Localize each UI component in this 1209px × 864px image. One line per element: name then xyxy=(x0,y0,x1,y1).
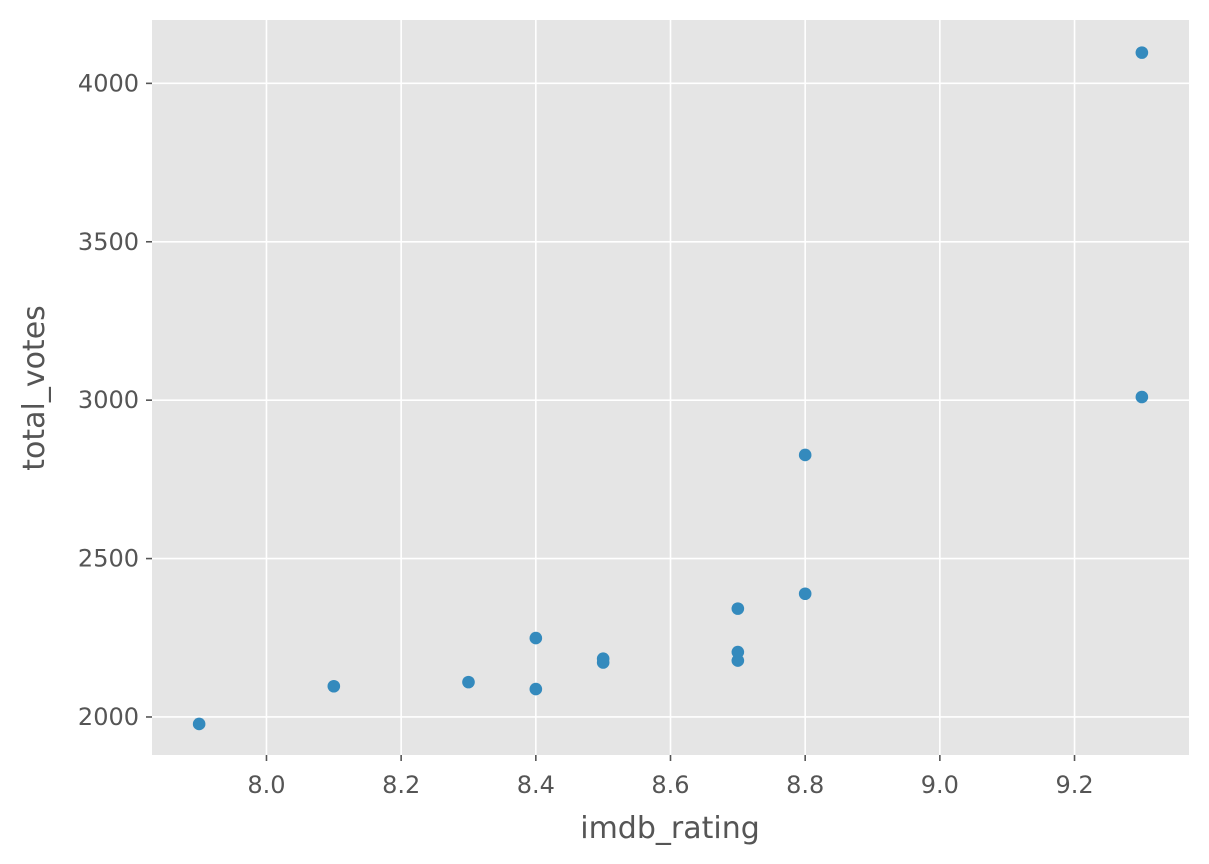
x-tick-label: 8.0 xyxy=(247,771,285,799)
data-point xyxy=(529,631,543,645)
data-point xyxy=(327,679,341,693)
y-tick-label: 2500 xyxy=(78,545,139,573)
data-point xyxy=(1135,46,1149,59)
y-axis-label: total_votes xyxy=(17,305,52,471)
x-tick-label: 9.0 xyxy=(921,771,959,799)
y-tick-label: 3000 xyxy=(78,386,139,414)
data-point xyxy=(798,448,812,462)
data-point xyxy=(798,587,812,601)
y-axis-ticks: 2000 2500 3000 3500 4000 xyxy=(78,69,152,731)
x-axis-label: imdb_rating xyxy=(580,811,760,846)
y-tick-label: 2000 xyxy=(78,703,139,731)
data-point xyxy=(731,602,745,615)
x-axis-ticks: 8.0 8.2 8.4 8.6 8.8 9.0 9.2 xyxy=(247,755,1094,799)
data-point xyxy=(529,682,543,696)
data-point xyxy=(596,652,610,665)
data-point xyxy=(192,717,206,731)
data-point xyxy=(731,645,745,659)
x-tick-label: 8.4 xyxy=(517,771,555,799)
data-point xyxy=(1135,390,1149,404)
x-tick-label: 8.6 xyxy=(651,771,689,799)
grid-lines xyxy=(152,20,1189,755)
y-tick-label: 3500 xyxy=(78,228,139,256)
data-point xyxy=(462,675,475,689)
x-tick-label: 8.8 xyxy=(786,771,824,799)
x-tick-label: 9.2 xyxy=(1055,771,1093,799)
scatter-points xyxy=(192,46,1149,731)
y-tick-label: 4000 xyxy=(78,69,139,97)
x-tick-label: 8.2 xyxy=(382,771,420,799)
